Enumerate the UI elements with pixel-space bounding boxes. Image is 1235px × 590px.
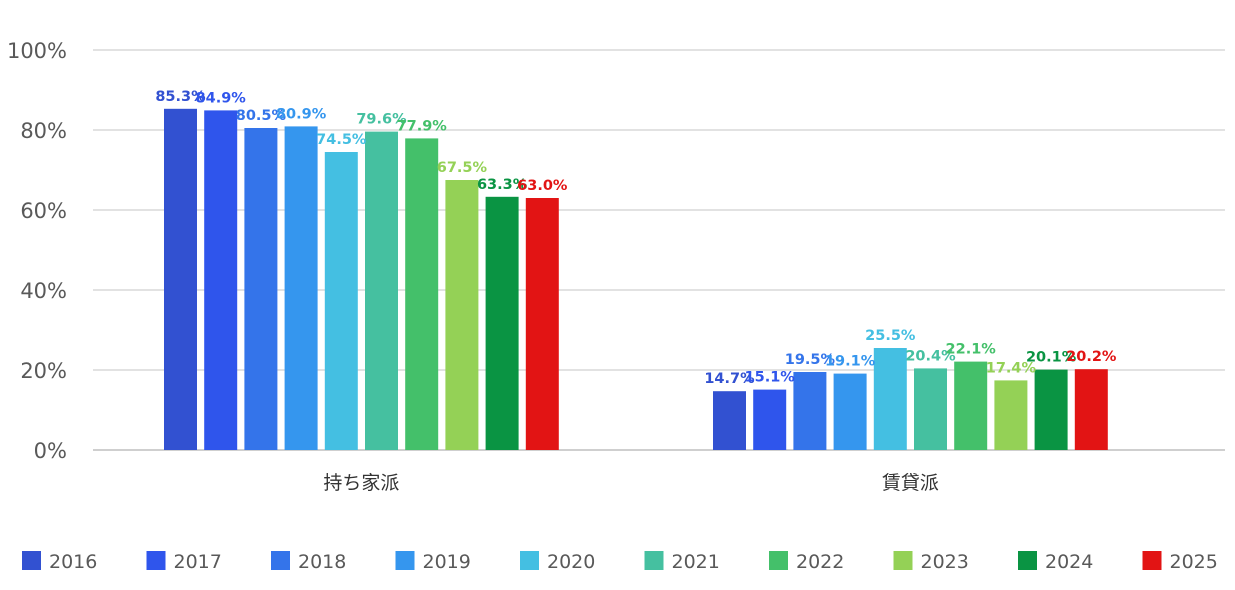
bar-2022-0 xyxy=(405,138,439,450)
data-label: 77.9% xyxy=(397,118,448,134)
legend-label: 2023 xyxy=(921,551,969,573)
y-tick-label: 80% xyxy=(20,119,67,143)
bar-2019-0 xyxy=(284,126,318,451)
legend-swatch xyxy=(520,551,539,570)
category-label: 賃貸派 xyxy=(882,472,939,494)
bar-2023-0 xyxy=(445,180,479,450)
legend-swatch xyxy=(22,551,41,570)
legend-label: 2024 xyxy=(1045,551,1093,573)
data-label: 67.5% xyxy=(437,160,488,176)
legend-label: 2022 xyxy=(796,551,844,573)
bar-2025-0 xyxy=(525,198,559,450)
legend-swatch xyxy=(644,551,664,570)
bar-2016-0 xyxy=(164,108,197,451)
data-label: 20.2% xyxy=(1066,349,1117,365)
legend-label: 2017 xyxy=(174,551,222,573)
data-label: 15.1% xyxy=(745,370,796,386)
y-tick-label: 0% xyxy=(34,439,67,463)
bar-2022-1 xyxy=(954,361,988,450)
data-label: 80.5% xyxy=(236,108,287,124)
bar-2024-1 xyxy=(1034,369,1068,450)
data-label: 84.9% xyxy=(196,90,247,106)
bar-2016-1 xyxy=(713,391,746,450)
data-label: 74.5% xyxy=(316,132,367,148)
y-tick-label: 40% xyxy=(20,279,67,303)
data-label: 63.3% xyxy=(477,177,528,193)
data-label: 80.9% xyxy=(276,106,327,122)
legend-swatch xyxy=(893,551,913,570)
bar-2018-1 xyxy=(793,372,827,450)
legend-swatch xyxy=(1142,551,1162,570)
bar-2020-1 xyxy=(873,348,907,450)
data-label: 25.5% xyxy=(865,328,916,344)
bar-2025-1 xyxy=(1074,369,1108,450)
data-label: 63.0% xyxy=(517,178,568,194)
legend-swatch xyxy=(271,551,290,570)
bar-2020-0 xyxy=(324,152,358,450)
bar-2021-0 xyxy=(365,131,398,450)
y-axis: 0% 20% 40% 60% 80% 100% xyxy=(7,39,67,463)
data-label: 19.1% xyxy=(825,354,876,370)
legend-label: 2025 xyxy=(1170,551,1218,573)
y-tick-label: 100% xyxy=(7,39,67,63)
data-label: 79.6% xyxy=(356,112,407,128)
legend-label: 2019 xyxy=(423,551,471,573)
legend-swatch xyxy=(769,551,788,570)
legend-label: 2020 xyxy=(547,551,595,573)
bar-2021-1 xyxy=(914,368,947,450)
data-label: 20.4% xyxy=(905,348,956,364)
bars xyxy=(164,108,1108,451)
bar-2017-0 xyxy=(204,110,238,451)
y-tick-label: 20% xyxy=(20,359,67,383)
legend-label: 2016 xyxy=(49,551,97,573)
bar-2017-1 xyxy=(753,389,787,450)
bar-2024-0 xyxy=(485,196,519,450)
data-label: 20.1% xyxy=(1026,350,1077,366)
data-labels: 85.3%84.9% 80.5%80.9% 74.5% 79.6%77.9% 67.5%… xyxy=(155,89,1117,387)
category-label: 持ち家派 xyxy=(323,472,399,494)
bar-2023-1 xyxy=(994,380,1028,450)
data-label: 19.5% xyxy=(785,352,836,368)
legend-swatch xyxy=(146,551,166,570)
legend-label: 2021 xyxy=(672,551,720,573)
legend-label: 2018 xyxy=(298,551,346,573)
bar-2018-0 xyxy=(244,128,278,450)
bar-2019-1 xyxy=(833,373,867,450)
legend-swatch xyxy=(395,551,415,570)
data-label: 14.7% xyxy=(704,371,755,387)
legend-swatch xyxy=(1018,551,1037,570)
data-label: 22.1% xyxy=(946,342,997,358)
legend: 2016 2017 2018 2019 2020 2021 2022 2023 2024 2025 xyxy=(22,551,1218,573)
y-tick-label: 60% xyxy=(20,199,67,223)
data-label: 85.3% xyxy=(155,89,206,105)
data-label: 17.4% xyxy=(986,360,1037,376)
x-axis: 持ち家派 賃貸派 xyxy=(323,472,939,494)
